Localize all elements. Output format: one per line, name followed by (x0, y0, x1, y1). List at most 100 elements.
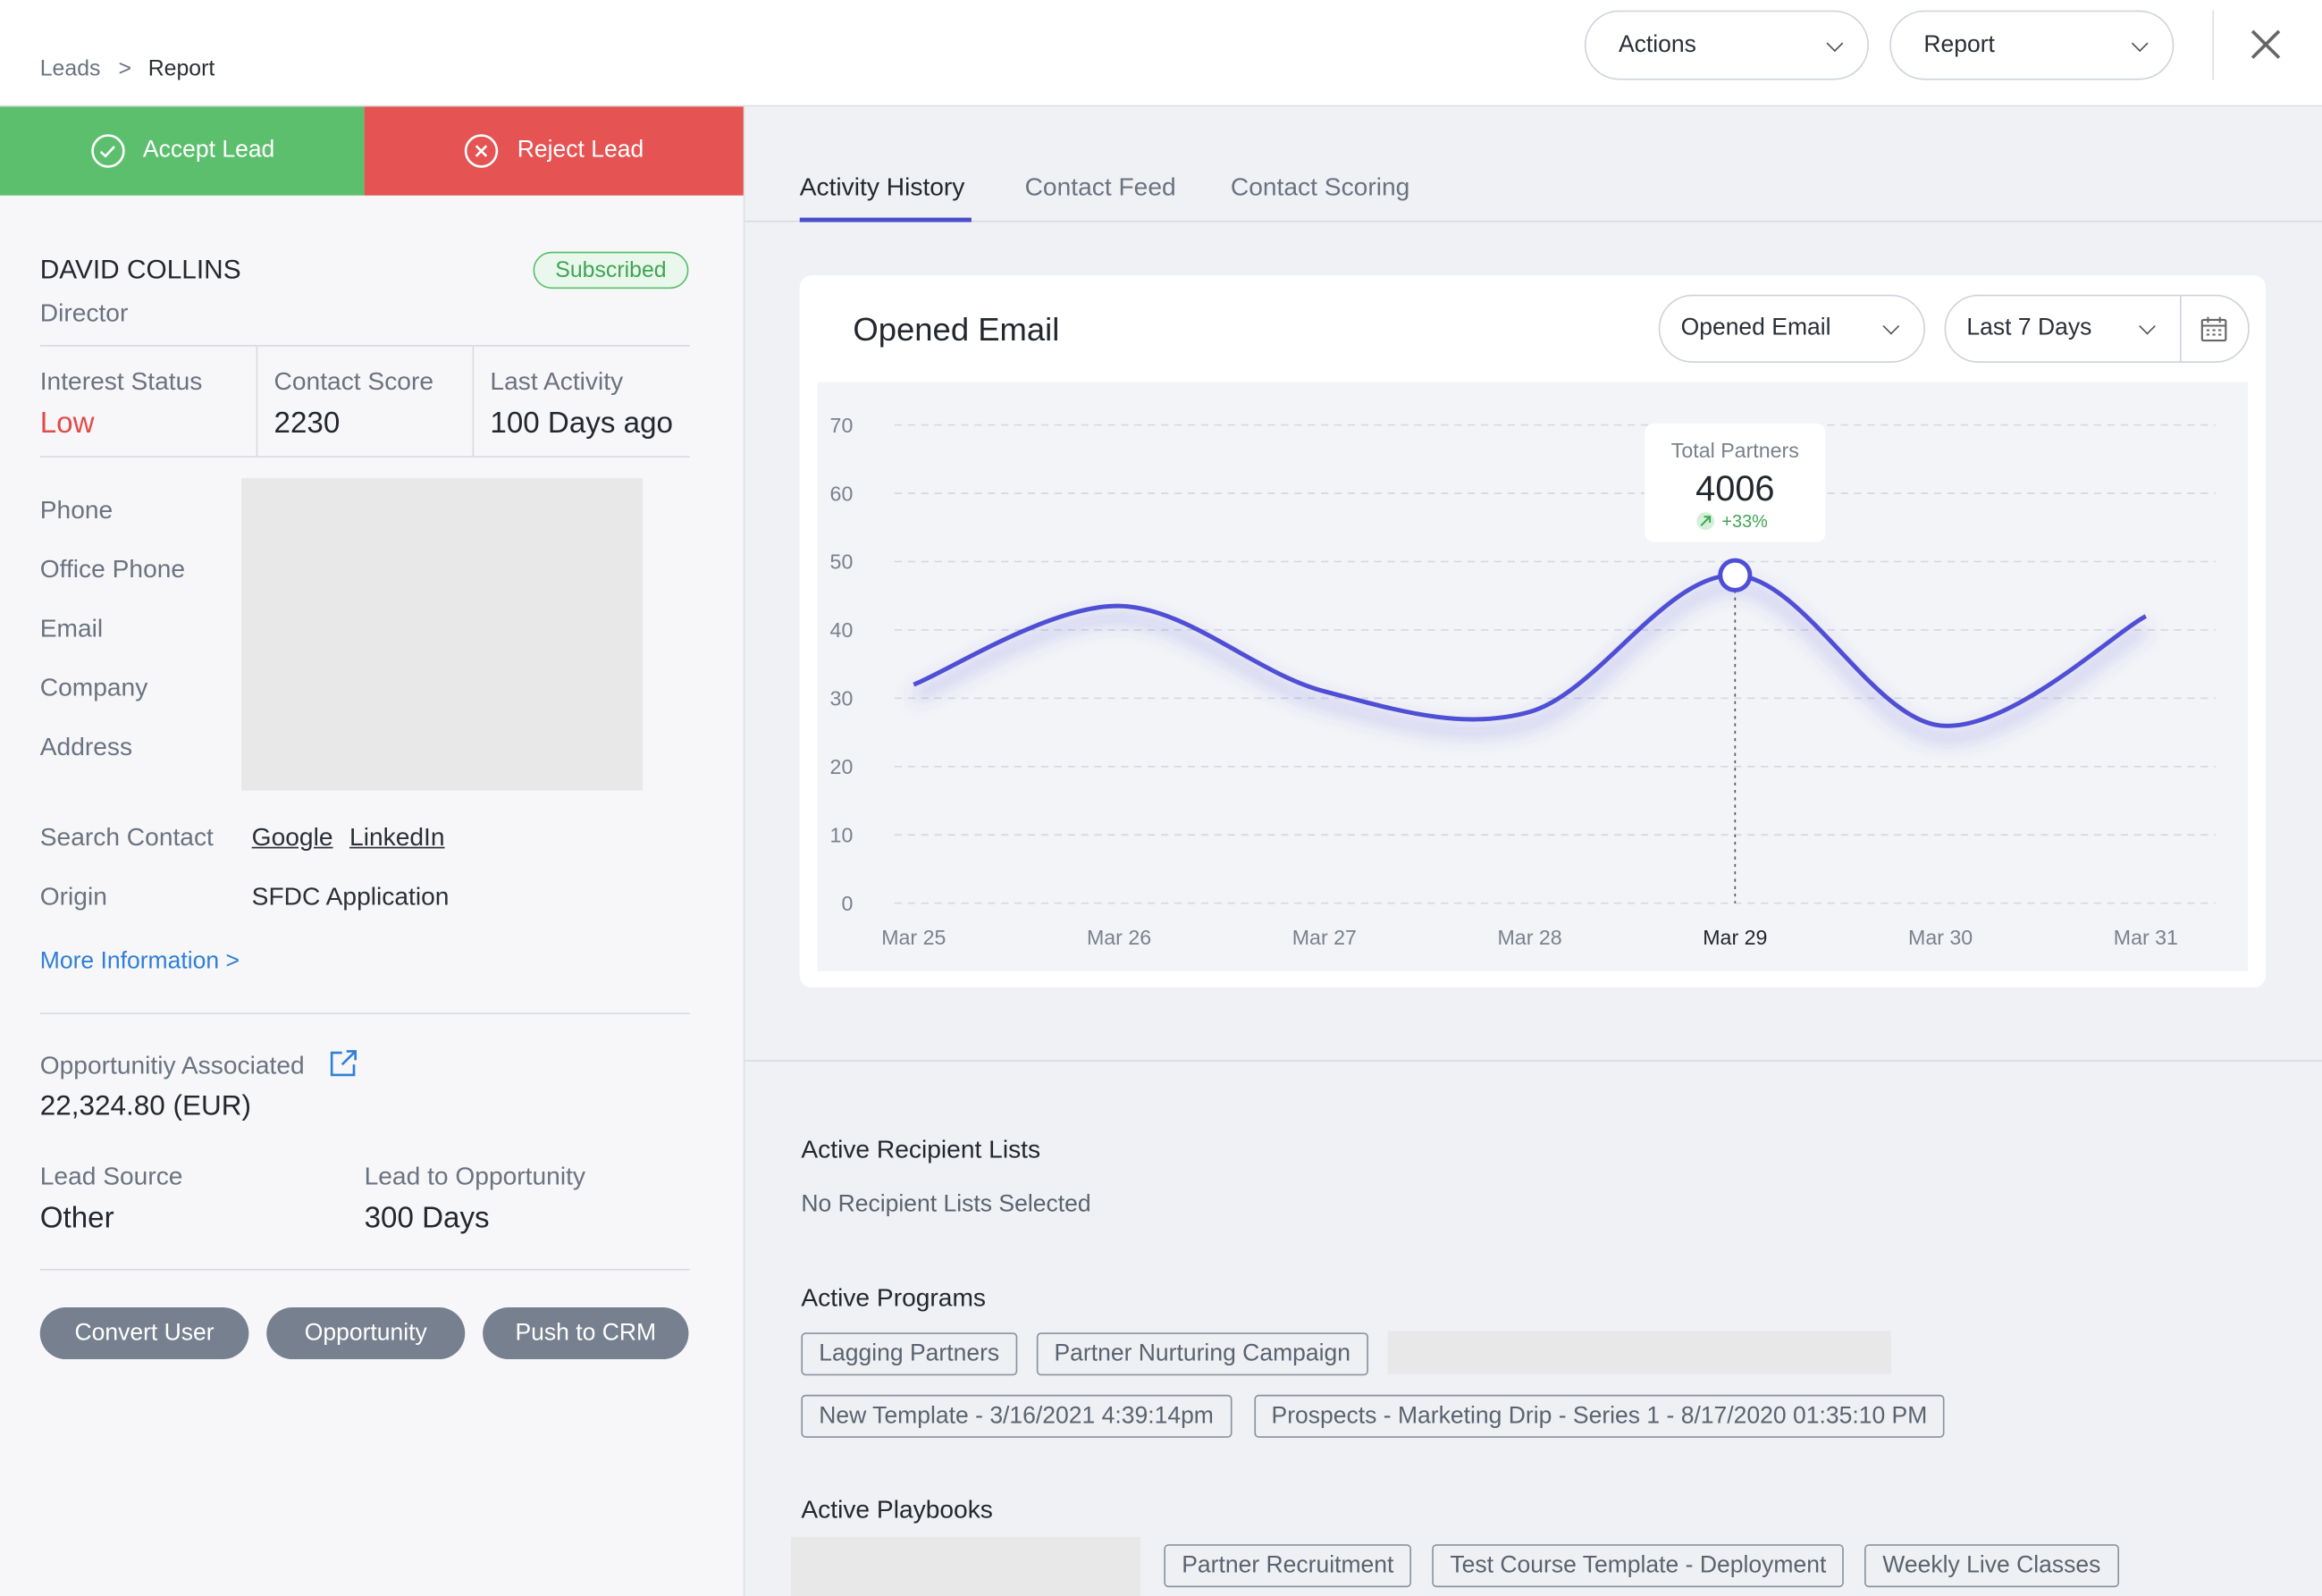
y-tick-label: 0 (841, 892, 853, 915)
x-icon (465, 134, 499, 168)
section-text: No Recipient Lists Selected (801, 1191, 1091, 1217)
metric-dropdown[interactable]: Opened Email (1658, 294, 1925, 363)
y-tick-label: 50 (830, 550, 854, 574)
breadcrumb-separator: > (118, 55, 132, 82)
divider (745, 1060, 2322, 1062)
line (913, 573, 2148, 728)
stat-value: Low (39, 407, 95, 441)
breadcrumb-item[interactable]: Leads (39, 55, 101, 82)
redacted-block (241, 478, 644, 791)
plot-background (817, 382, 2249, 971)
tab-underline (799, 217, 972, 223)
breadcrumb-item: Report (147, 55, 215, 82)
tooltip-label: Total Partners (1671, 439, 1799, 462)
field-value: 300 Days (364, 1202, 490, 1235)
report-dropdown[interactable]: Report (1889, 10, 2175, 80)
tag: Partner Recruitment (1164, 1544, 1412, 1588)
tab[interactable]: Contact Feed (1024, 172, 1176, 202)
tab[interactable]: Contact Scoring (1230, 172, 1410, 202)
tag: Prospects - Marketing Drip - Series 1 - … (1253, 1394, 1946, 1438)
search-link[interactable]: LinkedIn (349, 823, 445, 852)
more-info-link[interactable]: More Information > (39, 949, 240, 975)
range-dropdown[interactable]: Last 7 Days (1944, 294, 2250, 363)
y-tick-label: 40 (830, 618, 854, 642)
divider (39, 1268, 691, 1271)
reject-lead-button[interactable]: Reject Lead (364, 106, 744, 196)
stat-label: Last Activity (490, 366, 624, 396)
x-tick-label: Mar 27 (1292, 926, 1357, 949)
tag-row: Partner Recruitment Test Course Template … (1164, 1544, 2119, 1588)
field-label: Phone (39, 496, 114, 525)
chart-title: Opened Email (853, 310, 1060, 349)
tag-row: Lagging Partners Partner Nurturing Campai… (801, 1332, 1368, 1376)
field-label: Address (39, 733, 133, 761)
tooltip-change: +33% (1721, 512, 1767, 532)
external-link-icon[interactable] (329, 1048, 358, 1078)
tab[interactable]: Activity History (799, 172, 965, 202)
field-label: Opportunitiy Associated (39, 1051, 305, 1079)
tag: Test Course Template - Deployment (1432, 1544, 1845, 1588)
divider (745, 220, 2322, 223)
opportunity-button[interactable]: Opportunity (266, 1307, 466, 1360)
field-label: Search Contact (39, 823, 214, 852)
divider (472, 346, 475, 457)
field-label: Lead to Opportunity (364, 1162, 586, 1191)
convert-user-button[interactable]: Convert User (39, 1307, 249, 1360)
field-label: Email (39, 614, 104, 643)
x-tick-label: Mar 28 (1497, 926, 1561, 949)
highlight-point (1718, 558, 1753, 592)
stat-value: 100 Days ago (490, 407, 673, 441)
section-title: Active Recipient Lists (801, 1135, 1041, 1164)
dropdown-label: Report (1923, 31, 1995, 57)
field-value: Other (39, 1202, 114, 1235)
x-tick-label: Mar 25 (881, 926, 946, 949)
check-icon (90, 134, 124, 168)
stat-label: Contact Score (273, 366, 434, 396)
tag-row: New Template - 3/16/2021 4:39:14pm Prospe… (801, 1394, 1946, 1438)
field-label: Company (39, 673, 148, 702)
trend-arrow (1700, 516, 1712, 526)
divider (2179, 296, 2182, 362)
push-to-crm-button[interactable]: Push to CRM (483, 1307, 689, 1360)
field-label: Lead Source (39, 1162, 183, 1191)
dropdown-label: Last 7 Days (1966, 315, 2092, 341)
chart: 0 10 20 30 40 50 60 70 Mar 25 Mar 26 Mar 27 Mar 28 M… (817, 382, 2249, 971)
calendar-icon[interactable] (2200, 315, 2227, 342)
line-shadow (911, 581, 2150, 743)
divider (2212, 10, 2215, 80)
close-button[interactable] (2248, 27, 2284, 63)
x-tick-label: Mar 29 (1703, 926, 1767, 949)
dropdown-label: Opened Email (1680, 315, 1831, 341)
tooltip-value: 4006 (1695, 469, 1774, 508)
accept-lead-button[interactable]: Accept Lead (0, 106, 365, 196)
tag: New Template - 3/16/2021 4:39:14pm (801, 1394, 1232, 1438)
stat-value: 2230 (273, 407, 341, 441)
divider (256, 346, 258, 457)
actions-dropdown[interactable]: Actions (1584, 10, 1870, 80)
divider (39, 345, 691, 347)
button-label: Reject Lead (517, 138, 644, 164)
x-tick-label: Mar 31 (2114, 926, 2178, 949)
contact-name: DAVID COLLINS (39, 254, 241, 285)
y-tick-label: 30 (830, 687, 854, 710)
y-tick-label: 20 (830, 755, 854, 778)
contact-title: Director (39, 298, 129, 328)
field-label: Office Phone (39, 555, 186, 584)
search-link[interactable]: Google (251, 823, 333, 852)
y-tick-label: 60 (830, 482, 854, 505)
dropdown-label: Actions (1618, 31, 1696, 57)
redacted-block (1387, 1331, 1891, 1374)
x-tick-label: Mar 30 (1908, 926, 1973, 949)
y-tick-label: 70 (830, 414, 854, 437)
tag: Partner Nurturing Campaign (1036, 1332, 1368, 1376)
divider (39, 1012, 691, 1014)
section-title: Active Programs (801, 1283, 987, 1313)
redacted-block (790, 1536, 1140, 1596)
x-tick-label: Mar 26 (1087, 926, 1151, 949)
section-title: Active Playbooks (801, 1495, 993, 1524)
divider (39, 456, 691, 458)
field-value: SFDC Application (251, 882, 450, 911)
tag: Weekly Live Classes (1864, 1544, 2119, 1588)
